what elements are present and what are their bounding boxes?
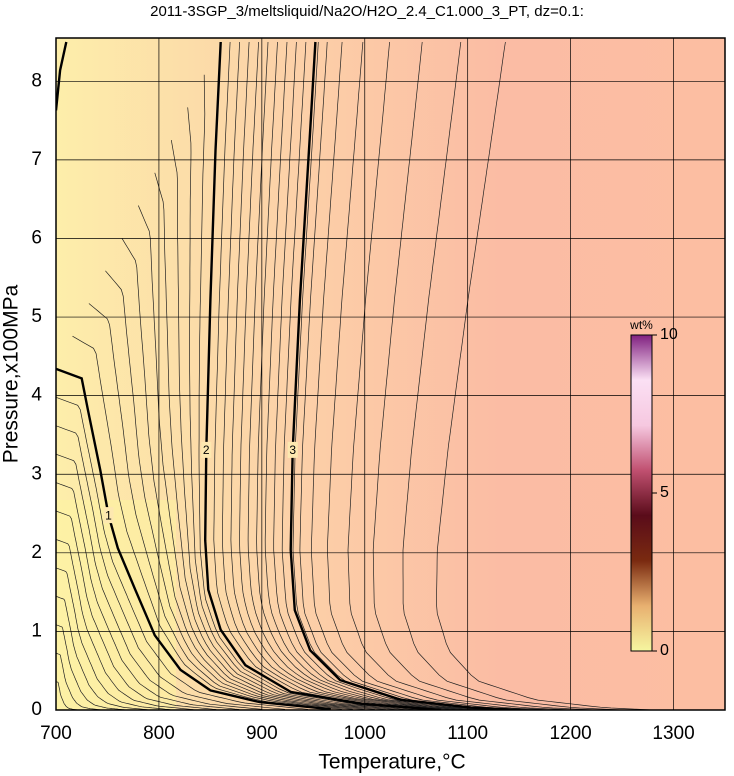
contour-label: 3 (289, 443, 296, 457)
contour-line (289, 41, 521, 710)
colorbar-label: wt% (629, 318, 653, 332)
x-tick-label: 1100 (447, 723, 488, 744)
y-tick-label: 1 (31, 620, 42, 641)
y-tick-label: 7 (31, 149, 42, 170)
minor-contour (56, 624, 125, 710)
contour-label: 2 (203, 443, 210, 457)
x-tick-label: 1000 (344, 723, 386, 744)
minor-contour (72, 335, 342, 710)
corner-tint (56, 500, 176, 710)
minor-contour (56, 425, 286, 710)
colorbar-tick-label: 0 (660, 642, 669, 659)
x-tick-label: 700 (40, 723, 72, 744)
minor-contour (222, 41, 457, 710)
x-tick-label: 900 (246, 723, 278, 744)
minor-contour (56, 652, 102, 710)
minor-contour (198, 74, 430, 710)
minor-contour (327, 41, 554, 710)
minor-contour (56, 539, 194, 710)
minor-contour (187, 107, 419, 710)
minor-contour (402, 41, 623, 710)
minor-contour (56, 453, 263, 710)
plot-frame (55, 37, 726, 711)
x-tick-label: 1300 (652, 723, 694, 744)
y-axis-label: Pressure,x100MPa (0, 284, 23, 463)
minor-contour (56, 595, 148, 710)
minor-contour (121, 238, 375, 710)
colorbar (630, 334, 653, 652)
minor-contour (239, 41, 473, 710)
minor-contour (56, 396, 308, 710)
minor-contour (137, 205, 386, 710)
colorbar-tick-label: 10 (660, 326, 678, 343)
minor-contour (264, 41, 497, 710)
minor-contour (170, 140, 408, 710)
minor-contour (230, 41, 465, 710)
contour-label-bg (201, 441, 212, 458)
minor-contour (299, 41, 529, 710)
y-tick-label: 2 (31, 542, 42, 563)
y-tick-label: 6 (31, 227, 42, 248)
minor-contour (247, 41, 481, 710)
contour-line (203, 41, 441, 710)
minor-contour (213, 41, 449, 710)
y-tick-label: 0 (31, 699, 42, 720)
minor-contour (56, 681, 79, 710)
minor-contour (88, 303, 353, 710)
contour-label-bg (287, 441, 298, 458)
y-tick-label: 5 (31, 306, 42, 327)
x-tick-label: 800 (143, 723, 175, 744)
minor-contour (56, 510, 217, 710)
minor-contour (281, 41, 513, 710)
contour-label-bg (103, 507, 114, 524)
y-tick-label: 8 (31, 70, 42, 91)
contour-label: 1 (105, 508, 112, 522)
minor-contour (347, 41, 573, 710)
minor-contour (256, 41, 489, 710)
contour-line (56, 367, 331, 710)
minor-contour (273, 41, 505, 710)
minor-contour (310, 41, 539, 710)
minor-contour (154, 172, 397, 710)
x-axis-label: Temperature,°C (318, 751, 465, 774)
minor-contour (56, 567, 171, 710)
minor-contour (372, 41, 596, 710)
contour-line (56, 41, 68, 111)
contours: 1 2 3 (56, 41, 654, 710)
y-tick-label: 4 (31, 385, 42, 406)
colorbar-tick-label: 5 (660, 484, 669, 501)
x-tick-label: 1200 (549, 723, 591, 744)
chart-title: 2011-3SGP_3/meltsliquid/Na2O/H2O_2.4_C1.… (150, 3, 584, 20)
y-tick-label: 3 (31, 463, 42, 484)
minor-contour (436, 41, 654, 710)
